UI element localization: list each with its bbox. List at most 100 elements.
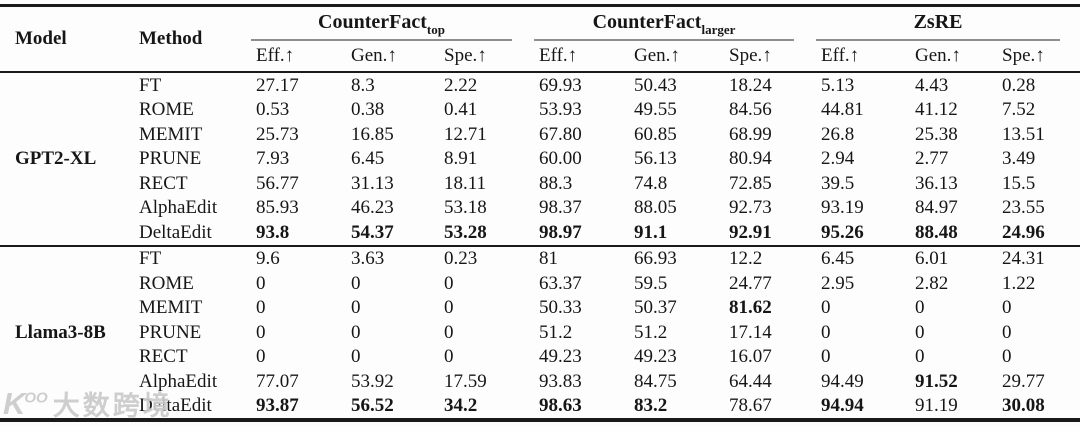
group-header-underline: ZsRE [816, 11, 1061, 41]
table-row: DeltaEdit 93.87 56.52 34.2 98.63 83.2 78.67 94.… [0, 394, 1080, 421]
value-cell: 13.51 [1002, 123, 1045, 145]
value-cell: 0 [256, 297, 266, 319]
value-cell: 9.6 [256, 248, 280, 270]
value-cell: 50.37 [634, 297, 677, 319]
value-cell: 7.93 [256, 148, 290, 170]
value-cell: 4.43 [915, 74, 949, 96]
value-cell: 12.2 [729, 248, 763, 270]
value-cell: 0 [1002, 321, 1012, 343]
value-cell: 0 [444, 321, 454, 343]
value-cell: 16.07 [729, 346, 772, 368]
group-header-counterfact-larger: CounterFactlarger [532, 6, 814, 41]
metric-header-spe: Spe.↑ [722, 41, 815, 73]
value-cell: 31.13 [351, 172, 394, 194]
header-group-row: Model Method CounterFacttop CounterFactl… [0, 5, 1080, 73]
value-cell: 49.23 [634, 346, 677, 368]
method-label: FT [139, 74, 162, 96]
value-cell: 18.11 [444, 172, 487, 194]
value-cell: 51.2 [539, 321, 573, 343]
value-cell: 91.19 [915, 395, 958, 417]
value-cell: 84.56 [729, 99, 772, 121]
value-cell: 0 [256, 346, 266, 368]
metric-header-spe: Spe.↑ [437, 41, 532, 73]
value-cell: 54.37 [351, 221, 394, 243]
table-row: Llama3-8B FT 9.6 3.63 0.23 81 66.93 12.2 6.45 6.0… [0, 246, 1080, 341]
method-label: PRUNE [139, 321, 202, 343]
value-cell: 0.53 [256, 99, 290, 121]
value-cell: 8.91 [444, 148, 478, 170]
value-cell: 0 [915, 297, 925, 319]
value-cell: 67.80 [539, 123, 582, 145]
value-cell: 30.08 [1002, 395, 1045, 417]
value-cell: 60.85 [634, 123, 677, 145]
value-cell: 0 [256, 272, 266, 294]
value-cell: 77.07 [256, 370, 299, 392]
group-header-underline: CounterFacttop [251, 11, 512, 41]
value-cell: 3.49 [1002, 148, 1036, 170]
value-cell: 2.95 [821, 272, 855, 294]
value-cell: 17.59 [444, 370, 487, 392]
value-cell: 56.13 [634, 148, 677, 170]
value-cell: 88.05 [634, 197, 677, 219]
value-cell: 91.52 [915, 370, 958, 392]
group-header-counterfact-top: CounterFacttop [249, 6, 532, 41]
value-cell: 2.22 [444, 74, 478, 96]
value-cell: 34.2 [444, 395, 478, 417]
model-block-llama3-8b: Llama3-8B FT 9.6 3.63 0.23 81 66.93 12.2 6.45 6.0… [0, 246, 1080, 421]
method-label: RECT [139, 172, 188, 194]
value-cell: 17.14 [729, 321, 772, 343]
table-row: PRUNE 0 0 0 51.2 51.2 17.14 0 0 0 [0, 320, 1080, 345]
value-cell: 0.23 [444, 248, 478, 270]
value-cell: 0 [915, 346, 925, 368]
value-cell: 0.41 [444, 99, 478, 121]
value-cell: 46.23 [351, 197, 394, 219]
value-cell: 98.63 [539, 395, 582, 417]
method-label: DeltaEdit [139, 221, 212, 243]
value-cell: 88.3 [539, 172, 573, 194]
value-cell: 6.01 [915, 248, 949, 270]
value-cell: 50.33 [539, 297, 582, 319]
value-cell: 64.44 [729, 370, 772, 392]
value-cell: 0 [915, 321, 925, 343]
value-cell: 2.94 [821, 148, 855, 170]
group-header-zsre: ZsRE [814, 6, 1080, 41]
value-cell: 16.85 [351, 123, 394, 145]
value-cell: 23.55 [1002, 197, 1045, 219]
method-label: MEMIT [139, 123, 203, 145]
value-cell: 81.62 [729, 297, 772, 319]
value-cell: 93.19 [821, 197, 864, 219]
value-cell: 0 [821, 346, 831, 368]
group-subscript: larger [701, 22, 736, 37]
value-cell: 94.94 [821, 395, 864, 417]
value-cell: 0 [444, 297, 454, 319]
value-cell: 72.85 [729, 172, 772, 194]
metric-header-gen: Gen.↑ [908, 41, 996, 73]
results-table: Model Method CounterFacttop CounterFactl… [0, 4, 1080, 422]
value-cell: 60.00 [539, 148, 582, 170]
table-row: MEMIT 0 0 0 50.33 50.37 81.62 0 0 0 [0, 296, 1080, 321]
value-cell: 0.38 [351, 99, 385, 121]
value-cell: 44.81 [821, 99, 864, 121]
method-label: PRUNE [139, 148, 202, 170]
value-cell: 2.82 [915, 272, 949, 294]
value-cell: 98.37 [539, 197, 582, 219]
value-cell: 92.73 [729, 197, 772, 219]
value-cell: 53.18 [444, 197, 487, 219]
metric-header-eff: Eff.↑ [532, 41, 627, 73]
value-cell: 50.43 [634, 74, 677, 96]
method-label: AlphaEdit [139, 370, 218, 392]
value-cell: 0 [1002, 346, 1012, 368]
value-cell: 41.12 [915, 99, 958, 121]
table-row: AlphaEdit 85.93 46.23 53.18 98.37 88.05 92.73 9… [0, 196, 1080, 221]
table-row: RECT 0 0 0 49.23 49.23 16.07 0 0 0 [0, 345, 1080, 370]
method-label: ROME [139, 99, 194, 121]
value-cell: 6.45 [351, 148, 385, 170]
value-cell: 8.3 [351, 74, 375, 96]
value-cell: 15.5 [1002, 172, 1036, 194]
header-metric-row: Eff.↑ Gen.↑ Spe.↑ Eff.↑ Gen.↑ Spe.↑ Eff.… [0, 41, 1080, 73]
value-cell: 93.87 [256, 395, 299, 417]
value-cell: 85.93 [256, 197, 299, 219]
value-cell: 92.91 [729, 221, 772, 243]
value-cell: 0 [1002, 297, 1012, 319]
